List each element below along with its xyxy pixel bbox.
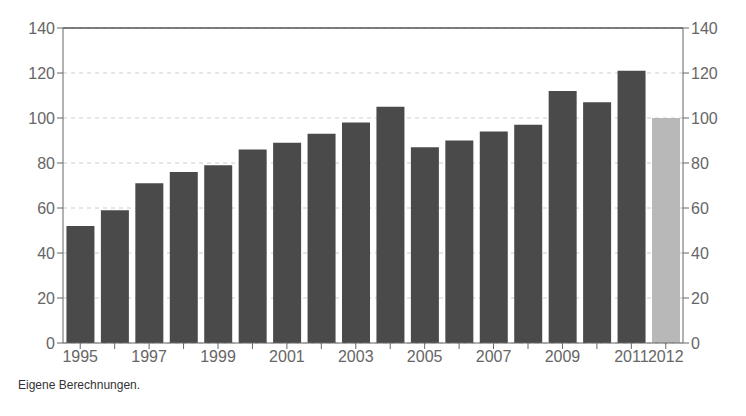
svg-text:1999: 1999 [200,348,236,365]
svg-text:2001: 2001 [269,348,305,365]
svg-text:60: 60 [37,200,55,217]
svg-text:2012: 2012 [648,348,684,365]
svg-text:40: 40 [37,245,55,262]
svg-text:80: 80 [37,155,55,172]
svg-text:100: 100 [28,110,55,127]
svg-text:120: 120 [28,65,55,82]
svg-text:120: 120 [691,65,718,82]
html-text:Eigene Berechnungen.: Eigene Berechnungen. [18,378,141,392]
svg-text:20: 20 [691,290,709,307]
svg-text:80: 80 [691,155,709,172]
svg-text:40: 40 [691,245,709,262]
svg-text:1995: 1995 [62,348,98,365]
svg-text:140: 140 [691,20,718,37]
svg-text:100: 100 [691,110,718,127]
svg-text:0: 0 [691,335,700,352]
svg-text:0: 0 [46,335,55,352]
svg-text:1997: 1997 [131,348,167,365]
svg-text:20: 20 [37,290,55,307]
svg-text:2009: 2009 [545,348,581,365]
svg-text:2003: 2003 [338,348,374,365]
svg-text:60: 60 [691,200,709,217]
svg-text:2007: 2007 [476,348,512,365]
svg-text:2011: 2011 [614,348,649,365]
svg-text:140: 140 [28,20,55,37]
svg-text:2005: 2005 [407,348,443,365]
